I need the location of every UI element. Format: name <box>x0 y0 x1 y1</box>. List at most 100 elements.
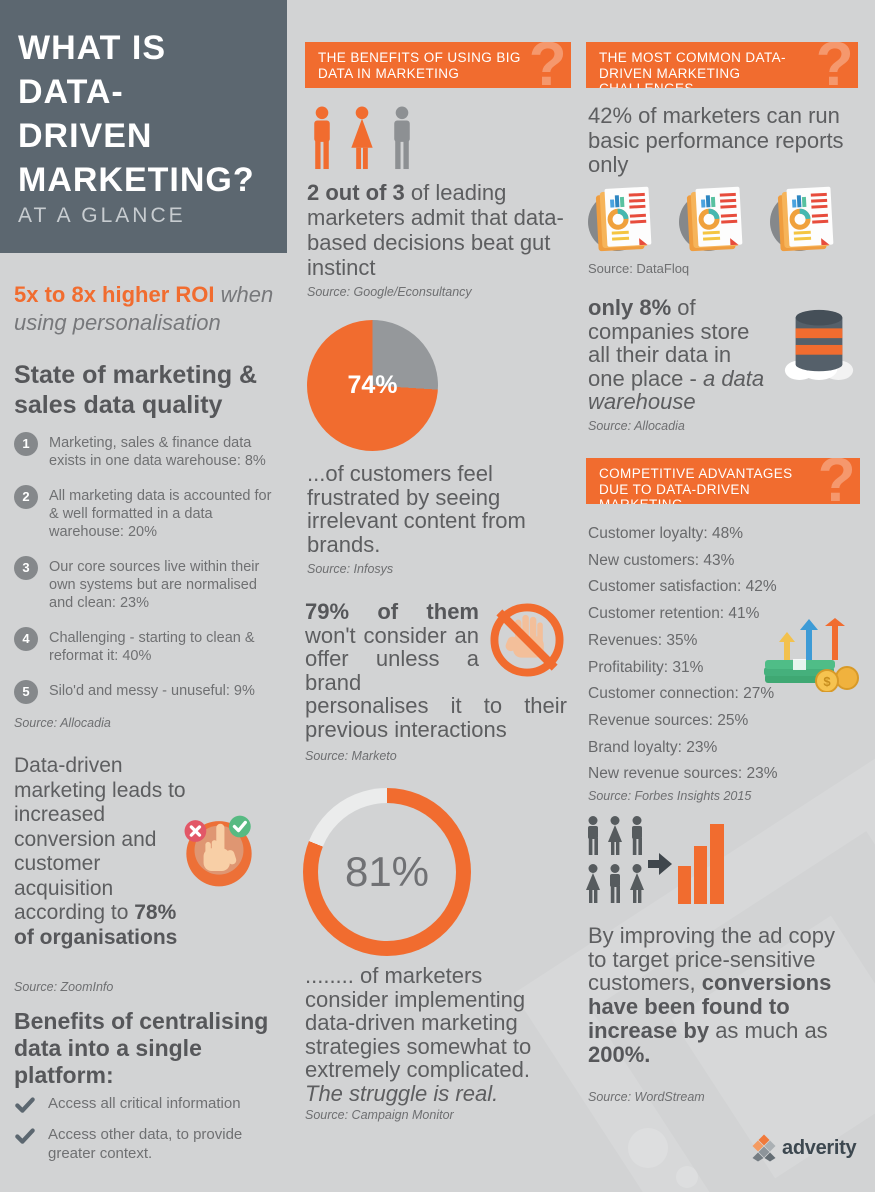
list-item: Customer connection: 27% <box>588 685 775 703</box>
stat-bold: only 8% <box>588 295 672 320</box>
stat-text: By improving the ad copy to target price… <box>588 923 836 996</box>
quality-list: 1 Marketing, sales & finance data exists… <box>14 432 282 719</box>
conversion-bold: 78% of organisations <box>14 901 178 949</box>
brand-name: adverity <box>782 1136 857 1159</box>
hero-panel: WHAT IS DATA- DRIVEN MARKETING? AT A GLA… <box>0 0 287 253</box>
stat-8-percent: only 8% of companies store all their dat… <box>588 296 864 414</box>
stat-text: ........ of marketers consider implement… <box>305 963 532 1082</box>
stat-200-percent: By improving the ad copy to target price… <box>588 924 842 1066</box>
person-male-icon <box>394 106 410 170</box>
question-mark-decoration: ? <box>817 458 856 504</box>
report-document-icon <box>588 186 652 252</box>
title-line: DATA- <box>18 73 124 111</box>
list-item-text: Our core sources live within their own s… <box>49 559 260 611</box>
list-item: New revenue sources: 23% <box>588 765 778 783</box>
report-document-icon <box>679 186 743 252</box>
source-label: Source: Allocadia <box>14 716 111 730</box>
roi-stat-bold: 5x to 8x higher ROI <box>14 282 215 307</box>
list-number-badge: 4 <box>14 627 38 651</box>
page-subtitle: AT A GLANCE <box>18 204 186 227</box>
section-header-text: COMPETITIVE ADVANTAGES DUE TO DATA-DRIVE… <box>599 466 793 504</box>
person-male-icon <box>314 106 330 170</box>
bar-chart-icon <box>678 824 724 904</box>
list-item: Customer retention: 41% <box>588 605 760 623</box>
person-female-icon <box>351 106 373 170</box>
stat-text: of companies store all their data in one… <box>588 295 750 391</box>
arrow-right-icon <box>648 853 672 875</box>
list-item: 3 Our core sources live within their own… <box>14 556 282 612</box>
source-label: Source: Infosys <box>307 562 394 576</box>
stat-bold: conversions have been found to increase … <box>588 970 832 1043</box>
title-line: MARKETING? <box>18 161 255 199</box>
no-touch-icon <box>490 603 564 677</box>
section-header-text: THE MOST COMMON DATA-DRIVEN MARKETING CH… <box>599 50 786 88</box>
stat-complicated: ........ of marketers consider implement… <box>305 964 571 1105</box>
roi-stat: 5x to 8x higher ROI when using personali… <box>14 281 284 337</box>
stat-two-of-three: 2 out of 3 of leading marketers admit th… <box>307 180 565 280</box>
list-item: 4 Challenging - starting to clean & refo… <box>14 627 282 665</box>
watermark-dot <box>628 1128 668 1168</box>
list-item: Revenue sources: 25% <box>588 711 749 729</box>
report-document-icon <box>770 186 834 252</box>
list-number-badge: 1 <box>14 432 38 456</box>
list-number-badge: 5 <box>14 680 38 704</box>
donut-chart-81: 81% <box>303 788 471 956</box>
roi-stat-italic: when using personalisation <box>14 282 274 335</box>
list-item: 2 All marketing data is accounted for & … <box>14 485 282 541</box>
stat-bold: 79% of them <box>305 599 479 624</box>
dollar-symbol: $ <box>823 674 831 689</box>
source-label: Source: ZoomInfo <box>14 980 114 994</box>
list-item: Customer satisfaction: 42% <box>588 578 777 596</box>
list-item: New customers: 43% <box>588 551 735 569</box>
list-item: 1 Marketing, sales & finance data exists… <box>14 432 282 470</box>
pie-chart-label: 74% <box>347 371 398 399</box>
list-item: Access other data, to provide greater co… <box>14 1125 266 1163</box>
list-item: Customer loyalty: 48% <box>588 525 744 542</box>
stat-italic: a data warehouse <box>588 365 765 414</box>
donut-chart-hole <box>318 803 456 941</box>
source-label: Source: Forbes Insights 2015 <box>588 789 752 803</box>
section-header-big-data-benefits: THE BENEFITS OF USING BIG DATA IN MARKET… <box>305 42 571 88</box>
conversion-text: Data-driven marketing leads to increased… <box>14 754 186 924</box>
list-item: Revenues: 35% <box>588 631 698 649</box>
donut-chart-label: 81% <box>344 848 430 895</box>
adverity-cube-icon <box>752 1134 776 1162</box>
advantages-list: Customer loyalty: 48% New customers: 43%… <box>588 521 798 788</box>
checkmark-icon <box>15 1097 35 1113</box>
conversion-stat: Data-driven marketing leads to increased… <box>14 754 194 950</box>
quality-section-heading: State of marketing & sales data quality <box>14 361 258 419</box>
list-item-text: Access other data, to provide greater co… <box>48 1126 243 1162</box>
stat-frustrated-customers: ...of customers feel frustrated by seein… <box>307 461 526 557</box>
stat-bold: 2 out of 3 <box>307 180 405 205</box>
money-growth-icon: $ <box>764 618 859 692</box>
watermark-dot <box>676 1166 698 1188</box>
list-item-text: Access all critical information <box>48 1095 241 1112</box>
section-header-challenges: THE MOST COMMON DATA-DRIVEN MARKETING CH… <box>586 42 858 88</box>
source-label: Source: Allocadia <box>588 419 685 433</box>
adverity-logo: adverity <box>752 1134 857 1162</box>
source-label: Source: DataFloq <box>588 261 690 276</box>
list-item-text: Marketing, sales & finance data exists i… <box>49 435 266 469</box>
stat-bold: 200%. <box>588 1041 651 1067</box>
stat-text: as much as <box>709 1017 828 1043</box>
list-number-badge: 2 <box>14 485 38 509</box>
title-line: WHAT IS <box>18 29 167 67</box>
page-title: WHAT IS DATA- DRIVEN MARKETING? <box>18 26 255 202</box>
section-header-text: THE BENEFITS OF USING BIG DATA IN MARKET… <box>318 50 521 81</box>
list-item: Profitability: 31% <box>588 658 704 676</box>
report-icons-row <box>584 182 844 254</box>
list-number-badge: 3 <box>14 556 38 580</box>
source-label: Source: Google/Econsultancy <box>307 285 472 299</box>
stat-italic: The struggle is real. <box>305 1080 499 1106</box>
audience-to-growth-pictogram <box>586 816 724 904</box>
question-mark-decoration: ? <box>528 42 567 88</box>
pie-chart-74: 74% <box>307 320 438 451</box>
list-item: 5 Silo'd and messy - unuseful: 9% <box>14 680 282 704</box>
benefits-list: Access all critical information Access o… <box>14 1094 266 1174</box>
click-choice-icon <box>184 815 252 887</box>
source-label: Source: Marketo <box>305 749 397 763</box>
source-label: Source: Campaign Monitor <box>305 1108 454 1122</box>
question-mark-decoration: ? <box>815 42 854 88</box>
checkmark-icon <box>15 1128 35 1144</box>
